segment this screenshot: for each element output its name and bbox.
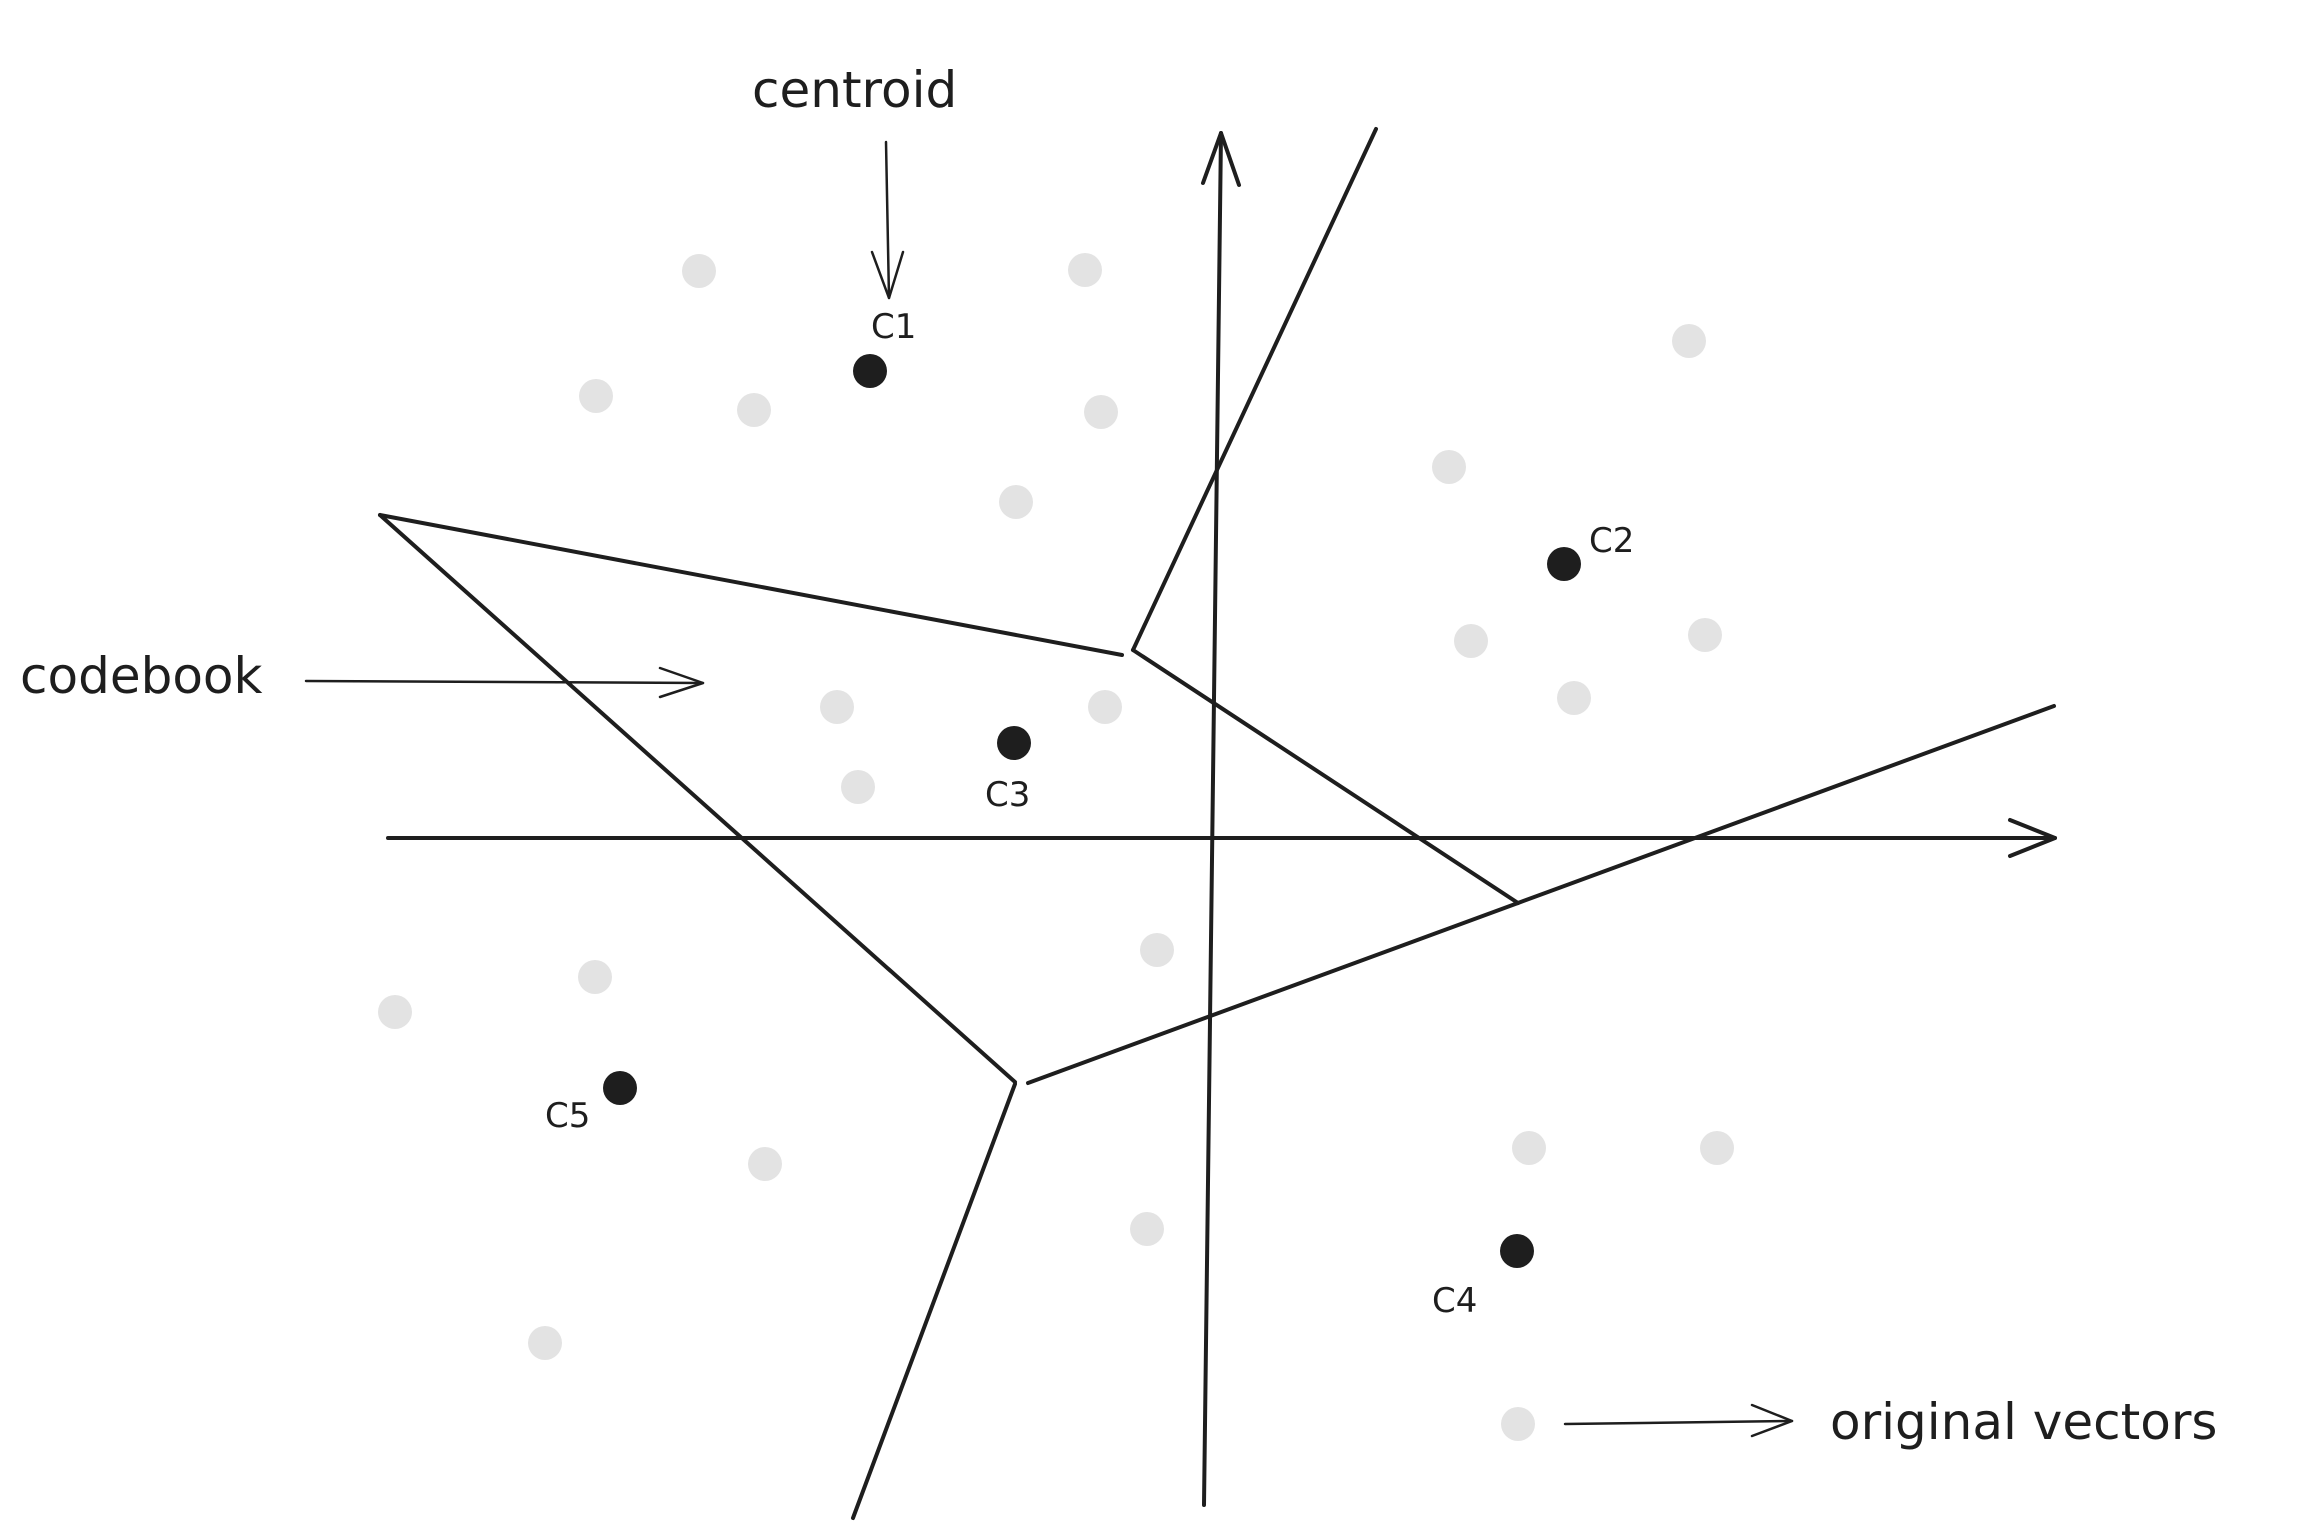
vector-point [841,770,875,804]
annotation-original-vectors: original vectors [1563,1393,2217,1451]
cell-boundaries [378,127,2056,1520]
legend-vector-point [1501,1407,1535,1441]
original-vectors-annotation-arrow [1563,1419,1794,1426]
boundary-c2-c4 [1516,704,2056,905]
annotation-centroid: centroid [752,61,957,300]
centroid-c3 [997,726,1031,760]
vector-point [1088,690,1122,724]
vector-point [682,254,716,288]
centroids [603,354,1581,1268]
annotation-codebook: codebook [20,647,705,705]
original-vectors [378,253,1734,1441]
vector-point [528,1326,562,1360]
centroid-c1 [853,354,887,388]
vector-point [1068,253,1102,287]
vector-point [1672,324,1706,358]
codebook-annotation-label: codebook [20,647,263,705]
original-vectors-arrowhead [1750,1403,1794,1438]
vector-point [1130,1212,1164,1246]
vector-point [1432,450,1466,484]
centroid-label-c5: C5 [545,1096,590,1136]
codebook-arrowhead [658,666,705,699]
codebook-annotation-arrow [304,679,705,685]
vector-point [748,1147,782,1181]
boundary-c3-c4 [1026,901,1520,1085]
y-axis [1202,131,1223,1507]
original-vectors-annotation-label: original vectors [1830,1393,2217,1451]
centroid-label-c2: C2 [1589,521,1634,561]
vector-point [1084,395,1118,429]
centroid-c2 [1547,547,1581,581]
vector-point [1700,1131,1734,1165]
axes [386,131,2057,1507]
vector-point [999,485,1033,519]
x-axis-arrowhead [2008,818,2057,858]
vector-point [378,995,412,1029]
boundary-c3-c5 [378,513,1017,1084]
vector-point [1454,624,1488,658]
y-axis-arrowhead [1201,131,1241,187]
centroid-labels: C1 C2 C3 C4 C5 [545,307,1634,1321]
centroid-c4 [1500,1234,1534,1268]
boundary-c4-c5 [851,1082,1017,1520]
centroid-label-c4: C4 [1432,1281,1477,1321]
centroid-arrowhead [870,250,905,300]
vector-point [737,393,771,427]
centroid-annotation-arrow [884,140,891,300]
vector-point [578,960,612,994]
boundary-c1-c3 [378,513,1124,657]
vector-point [1140,933,1174,967]
centroid-label-c3: C3 [985,775,1030,815]
vector-point [1512,1131,1546,1165]
vector-point [579,379,613,413]
centroid-label-c1: C1 [871,307,916,347]
centroid-c5 [603,1071,637,1105]
centroid-annotation-label: centroid [752,61,957,119]
vector-point [1688,618,1722,652]
vector-point [820,690,854,724]
boundary-c1-c2 [1131,127,1378,652]
boundary-c2-c3 [1131,648,1520,905]
vector-point [1557,681,1591,715]
